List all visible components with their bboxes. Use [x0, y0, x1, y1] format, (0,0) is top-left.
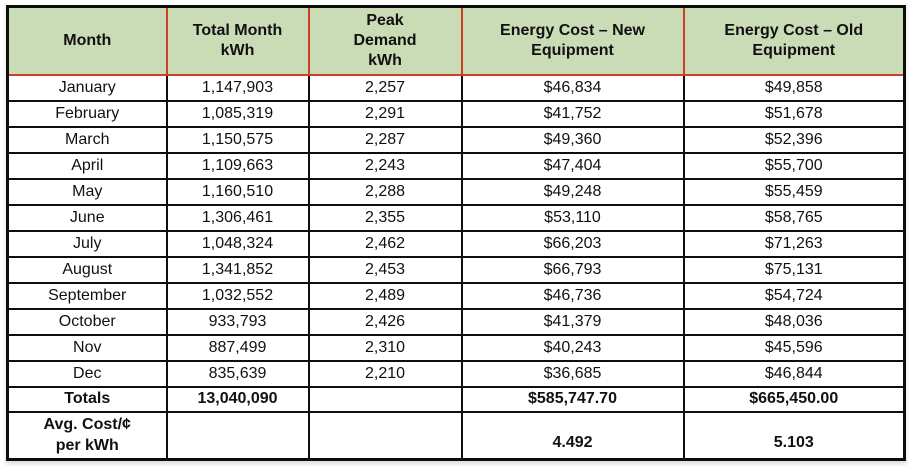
column-header-energy-cost-new: Energy Cost – New Equipment [460, 5, 685, 76]
table-cell: $53,110 [460, 204, 685, 232]
table-row: June 1,306,461 2,355 $53,110 $58,765 [6, 204, 906, 232]
avg-cost-new-cell: 4.492 [460, 411, 685, 461]
table-cell: $45,596 [682, 334, 906, 362]
table-cell: $41,752 [460, 100, 685, 128]
table-row: October 933,793 2,426 $41,379 $48,036 [6, 308, 906, 336]
table-cell: 2,489 [307, 282, 463, 310]
table-cell: 887,499 [165, 334, 310, 362]
table-cell: 1,341,852 [165, 256, 310, 284]
table-cell: $66,793 [460, 256, 685, 284]
table-cell: $55,459 [682, 178, 906, 206]
table-row: Dec 835,639 2,210 $36,685 $46,844 [6, 360, 906, 388]
table-cell: $36,685 [460, 360, 685, 388]
column-header-peak-demand-kwh: Peak Demand kWh [307, 5, 463, 76]
table-cell: 2,355 [307, 204, 463, 232]
avg-peak-demand-cell [307, 411, 463, 461]
table-cell: 2,210 [307, 360, 463, 388]
totals-cost-old-cell: $665,450.00 [682, 386, 906, 413]
table-cell: $75,131 [682, 256, 906, 284]
table-row: March 1,150,575 2,287 $49,360 $52,396 [6, 126, 906, 154]
table-cell: 1,032,552 [165, 282, 310, 310]
table-cell: $46,844 [682, 360, 906, 388]
table-header: Month Total Month kWh Peak Demand kWh En… [6, 5, 906, 76]
table-cell: April [6, 152, 168, 180]
table-cell: 1,160,510 [165, 178, 310, 206]
table-cell: $46,834 [460, 74, 685, 102]
table-cell: $49,248 [460, 178, 685, 206]
table-cell: 1,150,575 [165, 126, 310, 154]
table-cell: Nov [6, 334, 168, 362]
table-cell: February [6, 100, 168, 128]
table-row: September 1,032,552 2,489 $46,736 $54,724 [6, 282, 906, 310]
table-row: January 1,147,903 2,257 $46,834 $49,858 [6, 74, 906, 102]
table-cell: $48,036 [682, 308, 906, 336]
table-cell: 933,793 [165, 308, 310, 336]
table-cell: 1,085,319 [165, 100, 310, 128]
column-header-energy-cost-old: Energy Cost – Old Equipment [682, 5, 906, 76]
table-cell: 2,310 [307, 334, 463, 362]
avg-total-kwh-cell [165, 411, 310, 461]
table-cell: $51,678 [682, 100, 906, 128]
table-cell: $54,724 [682, 282, 906, 310]
table-cell: $58,765 [682, 204, 906, 232]
table-cell: January [6, 74, 168, 102]
table-cell: Dec [6, 360, 168, 388]
table-cell: $55,700 [682, 152, 906, 180]
table-cell: August [6, 256, 168, 284]
table-cell: 1,306,461 [165, 204, 310, 232]
table-cell: $47,404 [460, 152, 685, 180]
table-cell: $66,203 [460, 230, 685, 258]
table-cell: $52,396 [682, 126, 906, 154]
totals-row: Totals 13,040,090 $585,747.70 $665,450.0… [6, 386, 906, 413]
table-cell: 2,257 [307, 74, 463, 102]
table-cell: $41,379 [460, 308, 685, 336]
table-cell: 2,462 [307, 230, 463, 258]
table-cell: 2,287 [307, 126, 463, 154]
header-row: Month Total Month kWh Peak Demand kWh En… [6, 5, 906, 76]
table-cell: 2,426 [307, 308, 463, 336]
table-row: July 1,048,324 2,462 $66,203 $71,263 [6, 230, 906, 258]
totals-label-cell: Totals [6, 386, 168, 413]
table-cell: $46,736 [460, 282, 685, 310]
table-cell: $71,263 [682, 230, 906, 258]
avg-cost-label-cell: Avg. Cost/¢ per kWh [6, 411, 168, 461]
table-cell: May [6, 178, 168, 206]
avg-cost-old-cell: 5.103 [682, 411, 906, 461]
totals-cost-new-cell: $585,747.70 [460, 386, 685, 413]
table-cell: 2,291 [307, 100, 463, 128]
table-footer: Totals 13,040,090 $585,747.70 $665,450.0… [6, 386, 906, 461]
table-cell: $40,243 [460, 334, 685, 362]
table-cell: $49,858 [682, 74, 906, 102]
table-cell: September [6, 282, 168, 310]
table-cell: March [6, 126, 168, 154]
table-cell: 1,147,903 [165, 74, 310, 102]
energy-cost-table: Month Total Month kWh Peak Demand kWh En… [6, 5, 906, 461]
table-cell: 1,109,663 [165, 152, 310, 180]
table-cell: October [6, 308, 168, 336]
table-row: August 1,341,852 2,453 $66,793 $75,131 [6, 256, 906, 284]
totals-total-kwh-cell: 13,040,090 [165, 386, 310, 413]
table-row: May 1,160,510 2,288 $49,248 $55,459 [6, 178, 906, 206]
table-cell: 1,048,324 [165, 230, 310, 258]
table-cell: 835,639 [165, 360, 310, 388]
column-header-month: Month [6, 5, 168, 76]
table-cell: July [6, 230, 168, 258]
totals-peak-demand-cell [307, 386, 463, 413]
column-header-total-month-kwh: Total Month kWh [165, 5, 310, 76]
table-cell: 2,243 [307, 152, 463, 180]
table-cell: June [6, 204, 168, 232]
table-cell: 2,453 [307, 256, 463, 284]
table-row: February 1,085,319 2,291 $41,752 $51,678 [6, 100, 906, 128]
table-body: January 1,147,903 2,257 $46,834 $49,858 Febru… [6, 74, 906, 388]
avg-cost-row: Avg. Cost/¢ per kWh 4.492 5.103 [6, 411, 906, 461]
table-cell: $49,360 [460, 126, 685, 154]
table-row: Nov 887,499 2,310 $40,243 $45,596 [6, 334, 906, 362]
table-row: April 1,109,663 2,243 $47,404 $55,700 [6, 152, 906, 180]
table-cell: 2,288 [307, 178, 463, 206]
